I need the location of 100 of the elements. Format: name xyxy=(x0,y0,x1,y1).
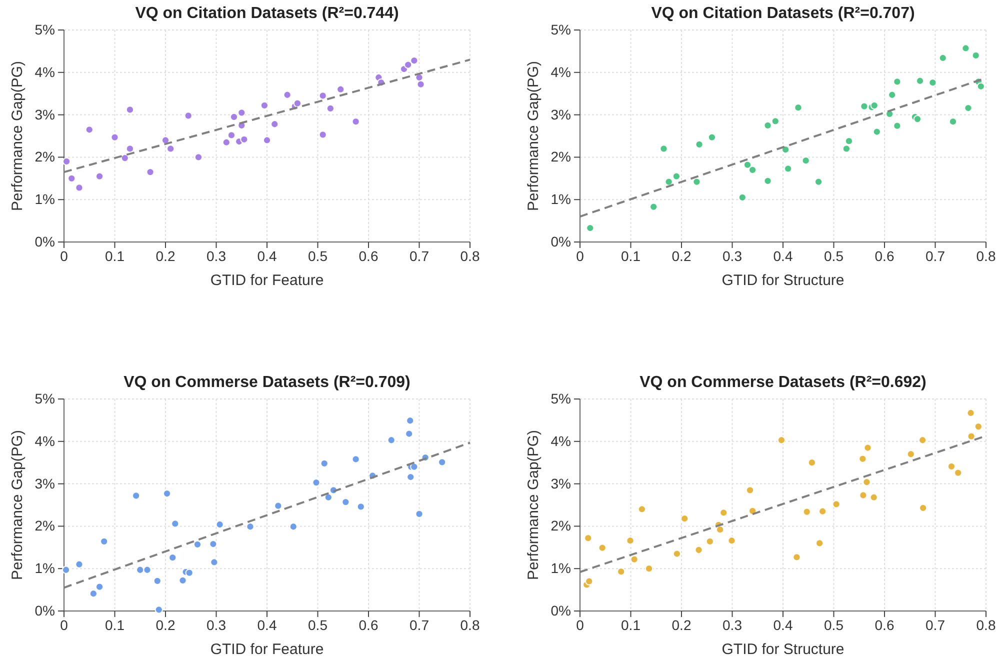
point xyxy=(62,566,70,574)
point xyxy=(638,505,646,514)
point xyxy=(415,510,424,518)
point xyxy=(692,178,701,186)
y-tick-label: 4% xyxy=(34,432,55,449)
point xyxy=(872,128,881,136)
point xyxy=(974,422,982,431)
point xyxy=(318,130,327,139)
x-tick-label: 0.1 xyxy=(105,248,125,264)
point xyxy=(644,564,654,573)
point xyxy=(154,606,163,614)
x-tick-label: 0.2 xyxy=(156,616,176,633)
point xyxy=(352,455,360,464)
y-tick-label: 3% xyxy=(34,475,55,492)
y-tick-label: 4% xyxy=(34,64,55,80)
point xyxy=(906,450,915,458)
point xyxy=(230,112,238,121)
y-axis-title: Performance Gap(PG) xyxy=(9,430,26,580)
x-tick-label: 0.1 xyxy=(105,616,125,633)
x-tick-label: 0 xyxy=(60,248,68,264)
point xyxy=(728,536,736,545)
point xyxy=(802,156,810,165)
x-tick-label: 0.4 xyxy=(773,616,793,633)
point xyxy=(584,534,592,542)
y-tick-label: 4% xyxy=(550,64,571,80)
y-tick-label: 5% xyxy=(34,390,55,406)
point xyxy=(283,90,292,99)
x-tick-label: 0.6 xyxy=(358,248,378,264)
point xyxy=(246,522,254,531)
y-tick-label: 1% xyxy=(34,191,55,208)
x-axis-title: GTID for Structure xyxy=(722,272,844,289)
point xyxy=(948,118,958,126)
point xyxy=(746,486,754,494)
point xyxy=(976,82,985,90)
x-tick-label: 0.2 xyxy=(672,248,692,264)
point xyxy=(617,568,626,576)
point xyxy=(262,136,272,144)
point xyxy=(324,493,332,502)
point xyxy=(406,416,414,425)
point xyxy=(672,550,681,558)
x-tick-label: 0.8 xyxy=(976,616,996,633)
point xyxy=(954,468,962,477)
point xyxy=(68,174,76,182)
point xyxy=(210,558,218,566)
x-tick-label: 0.7 xyxy=(410,616,430,633)
point xyxy=(672,172,680,180)
y-tick-label: 3% xyxy=(550,106,571,122)
y-tick-label: 1% xyxy=(550,191,571,208)
point xyxy=(168,554,177,562)
point xyxy=(416,80,425,88)
x-tick-label: 0.4 xyxy=(257,616,277,633)
point xyxy=(405,430,414,438)
point xyxy=(312,478,320,487)
point xyxy=(720,508,728,517)
y-tick-label: 3% xyxy=(550,475,571,492)
y-tick-label: 1% xyxy=(34,560,55,576)
point xyxy=(153,576,162,585)
y-tick-label: 2% xyxy=(550,148,571,165)
x-tick-label: 0.7 xyxy=(926,616,946,633)
point xyxy=(808,458,816,467)
point xyxy=(660,144,668,153)
point xyxy=(352,118,360,126)
x-axis-title: GTID for Structure xyxy=(722,641,844,658)
y-axis-title: Performance Gap(PG) xyxy=(525,430,542,580)
chart-title: VQ on Citation Datasets (R²=0.744) xyxy=(135,5,399,22)
point xyxy=(962,44,970,52)
point xyxy=(166,144,175,153)
point xyxy=(318,92,327,100)
x-tick-label: 0.8 xyxy=(460,248,480,264)
x-tick-label: 0.7 xyxy=(926,248,946,264)
point xyxy=(598,544,606,552)
y-tick-label: 5% xyxy=(34,21,55,38)
point xyxy=(143,566,152,574)
x-tick-label: 0.7 xyxy=(410,248,430,264)
x-tick-label: 0.8 xyxy=(460,616,480,633)
point xyxy=(764,121,772,130)
x-tick-label: 0.5 xyxy=(308,616,328,633)
point xyxy=(438,458,446,466)
point xyxy=(864,444,872,452)
point xyxy=(862,478,871,486)
x-tick-label: 0.5 xyxy=(308,248,328,264)
point xyxy=(270,120,279,128)
y-tick-label: 0% xyxy=(34,233,55,250)
y-tick-label: 3% xyxy=(34,106,55,122)
point xyxy=(75,184,84,192)
x-tick-label: 0.6 xyxy=(358,616,378,633)
y-tick-label: 1% xyxy=(550,560,571,576)
y-tick-label: 0% xyxy=(550,602,571,618)
x-tick-label: 0.5 xyxy=(824,248,844,264)
chart-title: VQ on Commerse Datasets (R²=0.692) xyxy=(640,374,926,391)
point xyxy=(404,60,412,69)
y-tick-label: 2% xyxy=(34,518,55,534)
point xyxy=(771,117,780,126)
point xyxy=(860,102,868,110)
point xyxy=(410,462,418,471)
point xyxy=(222,138,230,146)
point xyxy=(859,491,868,500)
y-tick-label: 4% xyxy=(550,432,571,449)
point xyxy=(792,553,801,562)
x-axis-title: GTID for Feature xyxy=(210,272,324,289)
